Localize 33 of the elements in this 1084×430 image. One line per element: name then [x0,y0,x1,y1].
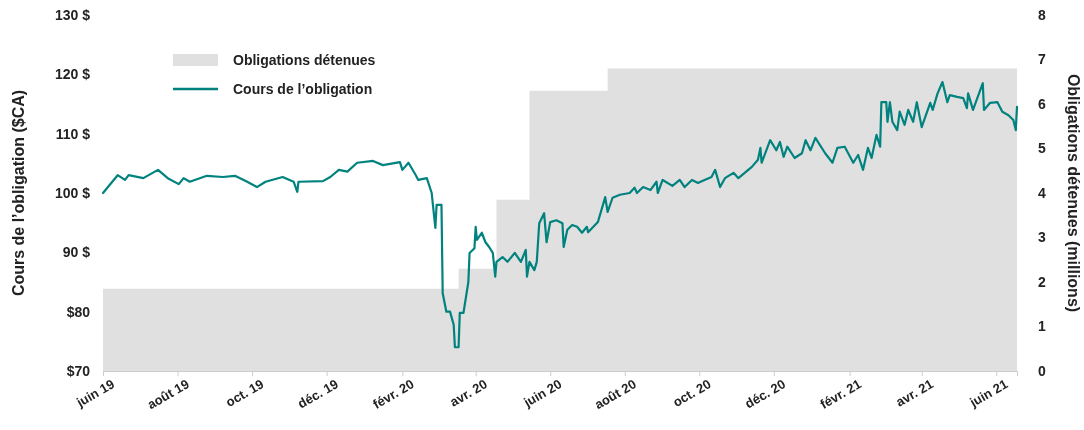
legend-label: Obligations détenues [233,52,376,68]
x-tick-label: août 19 [144,376,192,413]
x-tick-label: avr. 21 [893,376,936,410]
x-tick-label: oct. 19 [223,376,267,410]
y2-tick-label: 6 [1038,95,1046,112]
x-tick-label: déc. 19 [295,376,341,412]
x-tick-label: août 20 [591,376,639,413]
x-tick-label: juin 21 [966,376,1011,411]
y-tick-label: 120 $ [54,66,91,83]
x-tick-label: juin 20 [520,376,565,411]
y-tick-label: 100 $ [54,184,91,201]
y-axis-title: Cours de l’obligation ($CA) [10,89,27,297]
x-tick-label: juin 19 [73,376,118,411]
x-tick-label: févr. 20 [370,376,417,412]
y-tick-label: $70 [66,362,91,379]
y2-tick-label: 8 [1038,6,1046,23]
y-tick-label: 130 $ [54,6,91,23]
y2-tick-label: 1 [1038,318,1046,335]
y2-tick-label: 4 [1038,184,1046,201]
y2-tick-label: 2 [1038,273,1046,290]
y2-axis-title: Obligations détenues (millions) [1065,73,1082,313]
y2-tick-label: 5 [1038,140,1046,157]
y2-tick-label: 3 [1038,229,1046,246]
x-tick-label: févr. 21 [817,376,864,412]
y2-tick-label: 0 [1038,362,1046,379]
legend-label: Cours de l’obligation [233,81,373,97]
x-tick-label: déc. 20 [742,376,788,412]
x-tick-label: avr. 20 [447,376,490,410]
y-tick-label: 90 $ [62,244,91,261]
y2-tick-label: 7 [1038,51,1046,68]
y-tick-label: $80 [66,303,91,320]
x-tick-label: oct. 20 [670,376,714,410]
y-tick-label: 110 $ [55,125,91,142]
